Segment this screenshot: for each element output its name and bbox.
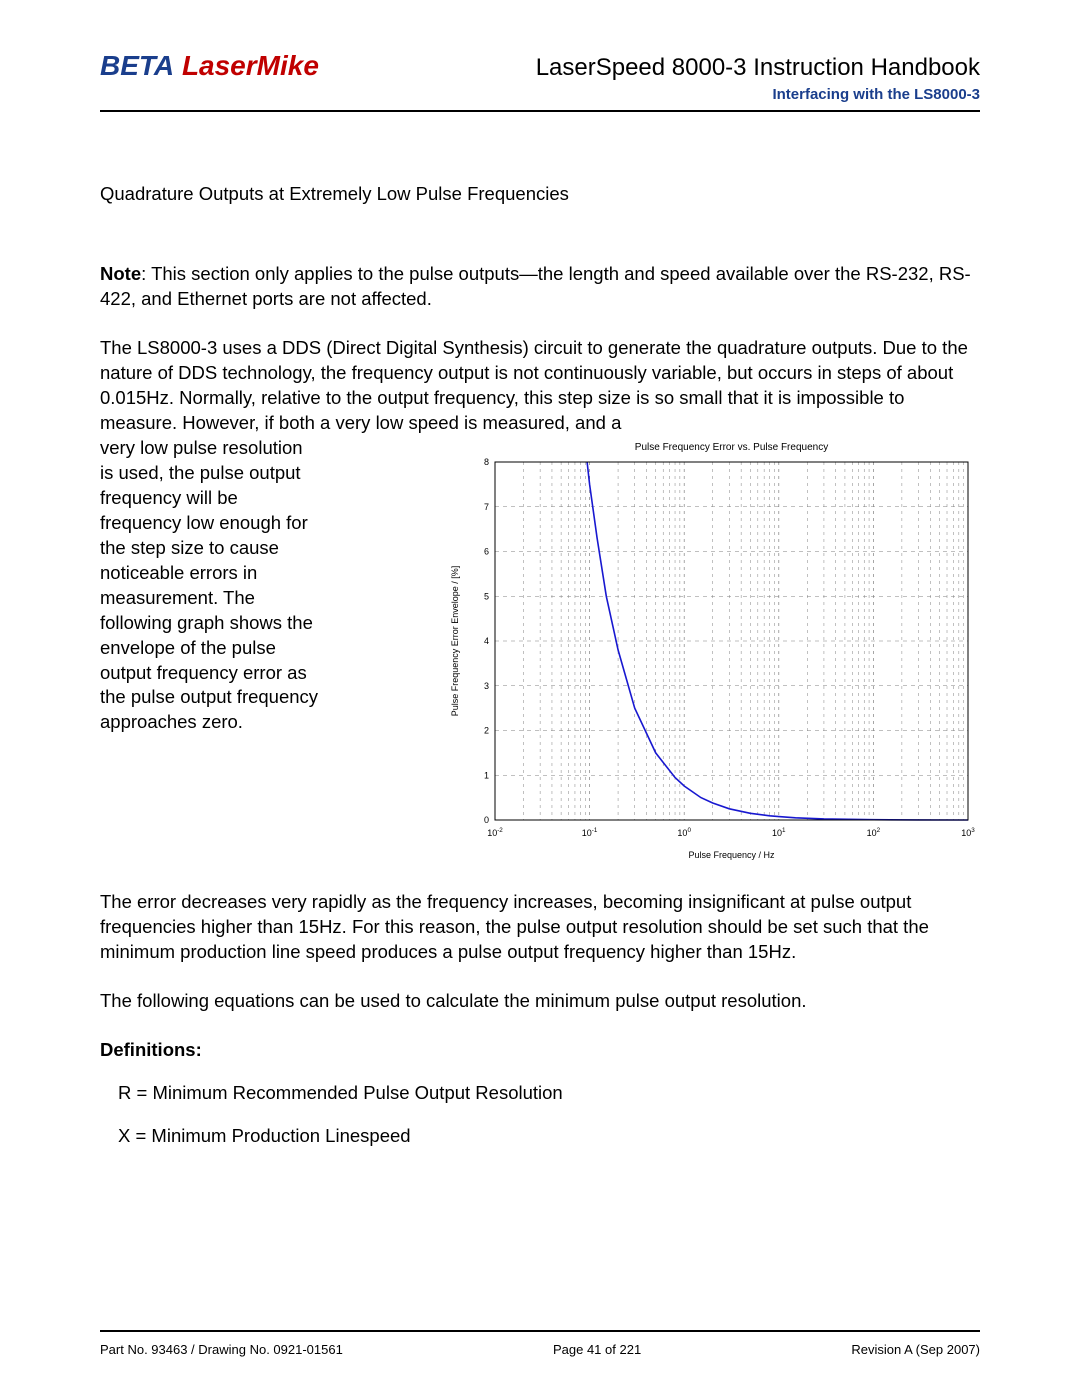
note-text: : This section only applies to the pulse… bbox=[100, 263, 971, 309]
svg-text:Pulse Frequency Error vs. Puls: Pulse Frequency Error vs. Pulse Frequenc… bbox=[635, 442, 828, 453]
chart-svg: 10-2 10-1 100 101 102 103 0 1 2 3 4 5 6 7 8 Pulse Frequ… bbox=[440, 436, 980, 866]
footer-rule bbox=[100, 1330, 980, 1332]
footer-part-no: Part No. 93463 / Drawing No. 0921-01561 bbox=[100, 1342, 343, 1357]
header-rule bbox=[100, 110, 980, 112]
paragraph-2: The LS8000-3 uses a DDS (Direct Digital … bbox=[100, 336, 980, 436]
footer-page-no: Page 41 of 221 bbox=[553, 1342, 641, 1357]
svg-text:100: 100 bbox=[677, 827, 691, 838]
wrap-block: very low pulse resolution is used, the p… bbox=[100, 436, 980, 866]
subtitle-row: Interfacing with the LS8000-3 bbox=[100, 86, 980, 104]
document-title: LaserSpeed 8000-3 Instruction Handbook bbox=[536, 54, 980, 82]
paragraph-3: The error decreases very rapidly as the … bbox=[100, 890, 980, 965]
brand-logo: BETA LaserMike bbox=[100, 50, 319, 82]
svg-text:8: 8 bbox=[484, 457, 489, 467]
note-label: Note bbox=[100, 263, 141, 284]
svg-text:3: 3 bbox=[484, 681, 489, 691]
svg-text:10-2: 10-2 bbox=[487, 827, 503, 838]
paragraph-4: The following equations can be used to c… bbox=[100, 989, 980, 1014]
footer-revision: Revision A (Sep 2007) bbox=[851, 1342, 980, 1357]
page-footer: Part No. 93463 / Drawing No. 0921-01561 … bbox=[100, 1330, 980, 1357]
error-chart: 10-2 10-1 100 101 102 103 0 1 2 3 4 5 6 7 8 Pulse Frequ… bbox=[440, 436, 980, 866]
svg-text:0: 0 bbox=[484, 815, 489, 825]
definition-r: R = Minimum Recommended Pulse Output Res… bbox=[118, 1081, 980, 1106]
svg-text:103: 103 bbox=[961, 827, 975, 838]
svg-text:5: 5 bbox=[484, 591, 489, 601]
note-paragraph: Note: This section only applies to the p… bbox=[100, 262, 980, 312]
logo-lasermike: LaserMike bbox=[182, 50, 319, 81]
definition-x: X = Minimum Production Linespeed bbox=[118, 1124, 980, 1149]
svg-text:6: 6 bbox=[484, 546, 489, 556]
svg-text:1: 1 bbox=[484, 770, 489, 780]
section-heading: Quadrature Outputs at Extremely Low Puls… bbox=[100, 182, 980, 207]
svg-text:4: 4 bbox=[484, 636, 489, 646]
svg-text:102: 102 bbox=[867, 827, 881, 838]
svg-text:7: 7 bbox=[484, 502, 489, 512]
svg-text:101: 101 bbox=[772, 827, 786, 838]
page-header: BETA LaserMike LaserSpeed 8000-3 Instruc… bbox=[100, 50, 980, 82]
wrap-text: very low pulse resolution is used, the p… bbox=[100, 436, 320, 736]
definitions-heading: Definitions: bbox=[100, 1038, 980, 1063]
page-content: Quadrature Outputs at Extremely Low Puls… bbox=[100, 182, 980, 1149]
chapter-subtitle: Interfacing with the LS8000-3 bbox=[772, 86, 980, 103]
svg-text:Pulse Frequency / Hz: Pulse Frequency / Hz bbox=[688, 850, 775, 860]
svg-text:Pulse Frequency Error Envelope: Pulse Frequency Error Envelope / [%] bbox=[450, 565, 460, 716]
svg-text:2: 2 bbox=[484, 725, 489, 735]
logo-beta: BETA bbox=[100, 50, 174, 81]
svg-text:10-1: 10-1 bbox=[582, 827, 598, 838]
